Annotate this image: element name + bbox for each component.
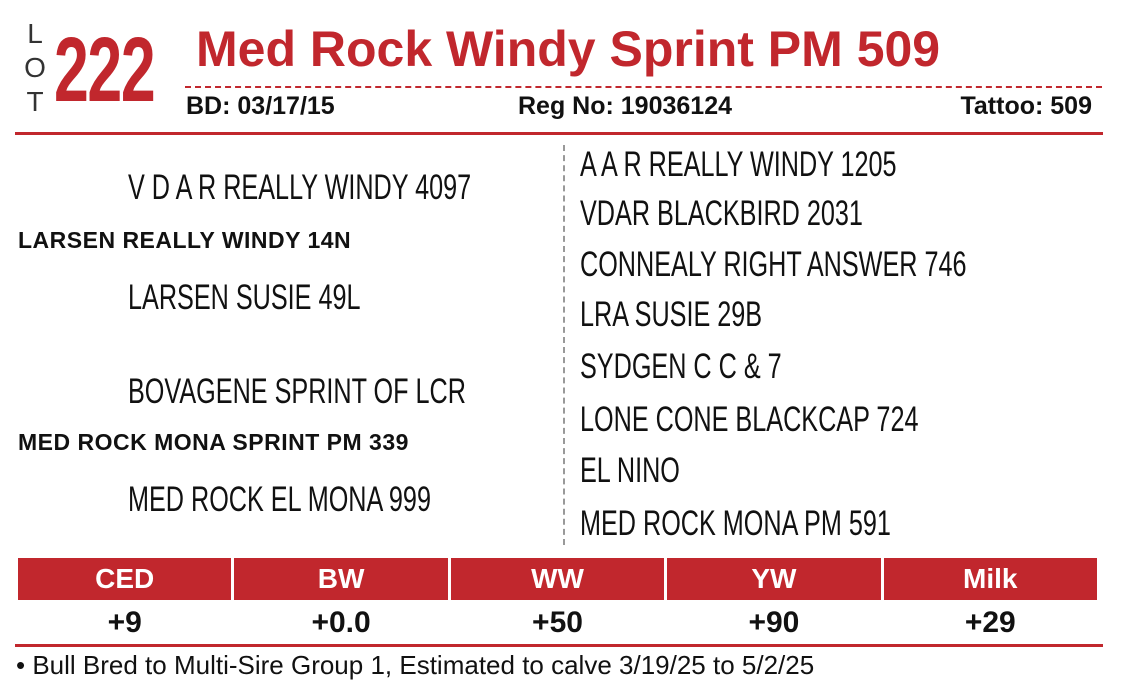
value: 03/17/15 (237, 92, 335, 120)
lot-letter: O (24, 52, 46, 83)
ancestor: MED ROCK MONA PM 591 (580, 504, 891, 543)
ancestor: SYDGEN C C & 7 (580, 347, 782, 386)
epd-header: WW (450, 558, 665, 600)
divider (185, 86, 1102, 88)
tattoo: Tattoo: 509 (960, 92, 1092, 121)
epd-header: YW (667, 558, 881, 600)
pedigree-name: LARSEN SUSIE 49L (128, 278, 361, 317)
label: BD: (186, 92, 231, 120)
lot-number: 222 (54, 19, 156, 121)
dam: MED ROCK MONA SPRINT PM 339 (18, 429, 409, 455)
epd-header: CED (18, 558, 232, 600)
epd-value: +50 (532, 606, 583, 639)
pedigree-name: BOVAGENE SPRINT OF LCR (128, 372, 466, 411)
divider (15, 644, 1103, 647)
epd-header: BW (234, 558, 448, 600)
lot-letter: T (26, 86, 44, 117)
divider (15, 132, 1103, 135)
pedigree-name: MED ROCK EL MONA 999 (128, 480, 431, 519)
label: Reg No: (518, 92, 614, 120)
sire: LARSEN REALLY WINDY 14N (18, 227, 352, 253)
lot-letter: L (27, 18, 43, 49)
value: 509 (1050, 92, 1092, 120)
epd-value: +0.0 (311, 606, 371, 639)
label: Tattoo: (960, 92, 1044, 120)
epd-value: +90 (748, 606, 800, 639)
ancestor: EL NINO (580, 451, 680, 490)
value: 19036124 (620, 92, 733, 120)
ancestor: LRA SUSIE 29B (580, 295, 763, 334)
reg-no: Reg No: 19036124 (518, 92, 732, 121)
epd-header: Milk (883, 558, 1097, 600)
ancestor: VDAR BLACKBIRD 2031 (580, 194, 863, 233)
epd-value: +29 (964, 606, 1016, 639)
ancestor: LONE CONE BLACKCAP 724 (580, 400, 919, 439)
ancestor: CONNEALY RIGHT ANSWER 746 (580, 245, 967, 284)
pedigree-name: V D A R REALLY WINDY 4097 (128, 168, 472, 207)
birth-date: BD: 03/17/15 (186, 92, 335, 121)
title: Med Rock Windy Sprint PM 509 (196, 21, 941, 77)
note: • Bull Bred to Multi-Sire Group 1, Estim… (16, 650, 815, 680)
ancestor: A A R REALLY WINDY 1205 (580, 145, 897, 184)
divider (563, 145, 565, 545)
epd-value: +9 (107, 606, 142, 639)
